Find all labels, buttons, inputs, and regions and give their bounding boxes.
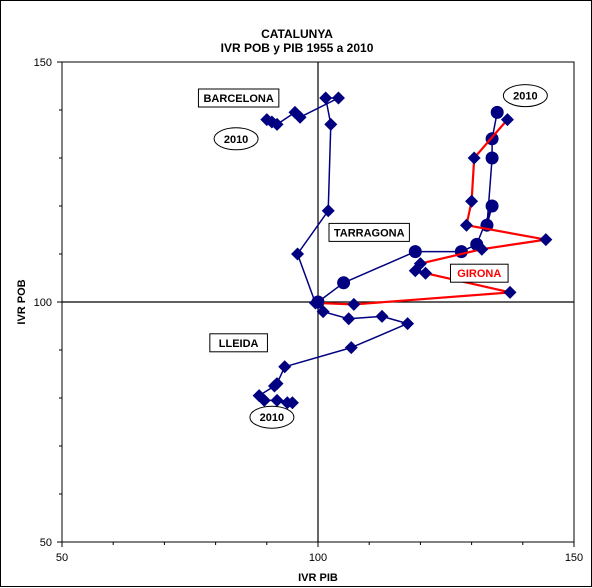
data-point [267,379,281,393]
annotation: TARRAGONA [328,222,410,242]
annotation-box [197,88,280,108]
data-point [500,113,514,127]
annotation-label: 2010 [513,91,537,103]
data-point [375,309,389,323]
x-tick-label: 50 [56,552,68,564]
annotation-label: BARCELONA [203,93,273,105]
series-girona [311,113,553,311]
data-point [539,233,553,247]
data-point [344,341,358,355]
data-point [280,396,294,410]
y-tick-label: 150 [34,57,52,69]
data-point [342,312,356,326]
annotation-box [328,222,410,242]
annotation-box [449,263,509,283]
annotation-ellipse [502,84,548,108]
y-tick-label: 100 [34,297,52,309]
annotation-label: GIRONA [457,268,501,280]
y-axis-label: IVR POB [16,279,28,324]
data-point [465,194,479,208]
data-point [278,360,292,374]
data-point [503,285,517,299]
data-point [490,105,504,119]
data-point [311,296,325,310]
annotation: LLEIDA [209,333,268,353]
annotation-ellipse [213,127,259,151]
annotation: GIRONA [449,263,509,283]
x-tick-label: 150 [565,552,583,564]
y-tick-label: 50 [40,537,52,549]
annotation: 2010 [249,405,295,429]
annotation: 2010 [213,127,259,151]
data-point [319,91,333,105]
annotation-box [209,333,268,353]
data-point [291,247,305,261]
data-point [475,242,489,256]
data-point [316,305,330,319]
annotation-label: LLEIDA [219,338,259,350]
annotations-layer: BARCELONA 2010 TARRAGONA GIRONA LLEIDA 2010 20… [197,84,548,429]
annotation: 2010 [502,84,548,108]
chart-subtitle: IVR POB y PIB 1955 a 2010 [221,41,374,55]
data-point [331,91,345,105]
data-point [288,105,302,119]
series-layer [252,91,553,410]
annotation: BARCELONA [197,88,280,108]
data-point [347,297,361,311]
x-axis-label: IVR PIB [298,572,338,584]
data-point [257,393,271,407]
series-barcelona [260,91,345,310]
data-point [419,266,433,280]
annotation-label: 2010 [260,412,284,424]
data-point [401,317,415,331]
annotation-label: 2010 [224,134,248,146]
annotation-ellipse [249,405,295,429]
data-point [324,117,338,131]
chart-title: CATALUNYA [261,27,333,41]
data-point [485,151,499,165]
annotation-label: TARRAGONA [334,227,405,239]
data-point [408,245,422,259]
data-point [459,218,473,232]
x-tick-label: 100 [309,552,327,564]
data-point [337,276,351,290]
axis-ticks: 50 100 150 50 100 150 [34,57,584,564]
data-point [260,113,274,127]
series-lleida [252,295,415,410]
data-point [321,204,335,218]
data-point [467,151,481,165]
data-point [485,199,499,213]
data-point [413,257,427,271]
series-line-girona [317,118,547,306]
data-point [270,393,284,407]
series-tarragona [311,105,504,309]
